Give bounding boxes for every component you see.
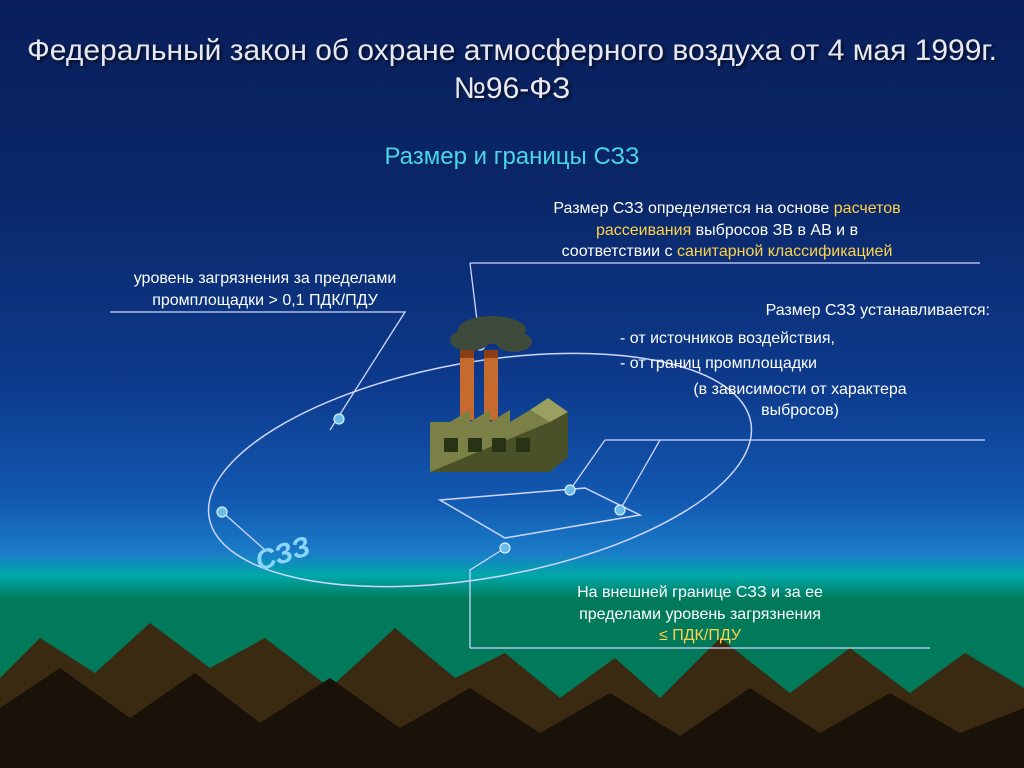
marker-mid2 xyxy=(615,505,625,515)
tr-l1b: расчетов xyxy=(834,200,901,217)
tr-l3a: соответствии с xyxy=(562,243,677,260)
text-bottom: На внешней границе СЗЗ и за ее пределами… xyxy=(475,582,925,647)
tr-l2a: рассеивания xyxy=(596,222,691,239)
bt-l1: На внешней границе СЗЗ и за ее xyxy=(577,584,823,601)
tr-l1a: Размер СЗЗ определяется на основе xyxy=(553,200,833,217)
text-topright: Размер СЗЗ определяется на основе расчет… xyxy=(472,198,982,263)
mr-i3a: (в зависимости от характера xyxy=(610,379,990,401)
connector-mid1 xyxy=(570,440,605,490)
text-midright: Размер СЗЗ устанавливается: - от источни… xyxy=(610,300,990,422)
marker-bottom xyxy=(500,543,510,553)
factory-icon xyxy=(430,316,568,472)
mr-i1: - от источников воздействия, xyxy=(610,328,990,350)
connector-left xyxy=(110,312,405,430)
slide-title: Федеральный закон об охране атмосферного… xyxy=(0,32,1024,107)
mr-h: Размер СЗЗ устанавливается: xyxy=(610,300,990,322)
mr-i2: - от границ промплощадки xyxy=(610,353,990,375)
mr-i3b: выбросов) xyxy=(610,400,990,422)
marker-left xyxy=(334,414,344,424)
bt-l3: ≤ ПДК/ПДУ xyxy=(659,627,741,644)
marker-szz-label xyxy=(217,507,227,517)
marker-mid1 xyxy=(565,485,575,495)
tr-l3b: санитарной классификацией xyxy=(677,243,892,260)
site-quad xyxy=(440,488,640,538)
text-left: уровень загрязнения за пределами промпло… xyxy=(105,268,425,311)
text-left-l2: промплощадки > 0,1 ПДК/ПДУ xyxy=(152,292,378,309)
text-left-l1: уровень загрязнения за пределами xyxy=(134,270,397,287)
slide-subtitle: Размер и границы СЗЗ xyxy=(0,143,1024,171)
bt-l2: пределами уровень загрязнения xyxy=(579,606,821,623)
connector-mid2 xyxy=(620,440,660,510)
tr-l2b: выбросов ЗВ в АВ и в xyxy=(691,222,858,239)
